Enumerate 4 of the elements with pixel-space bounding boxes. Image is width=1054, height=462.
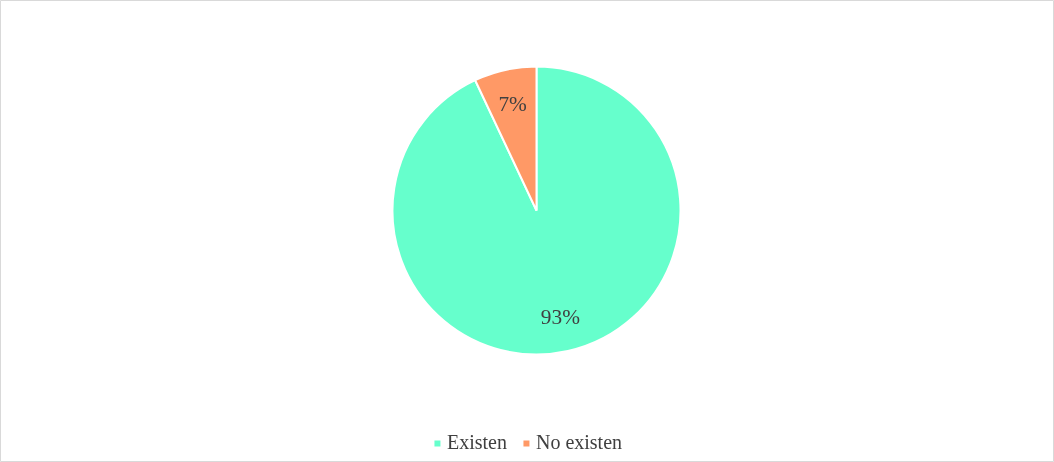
legend-label: Existen <box>446 431 507 454</box>
data-label: 93% <box>540 305 581 330</box>
data-label: 7% <box>498 91 528 116</box>
legend-label: No existen <box>535 431 623 454</box>
